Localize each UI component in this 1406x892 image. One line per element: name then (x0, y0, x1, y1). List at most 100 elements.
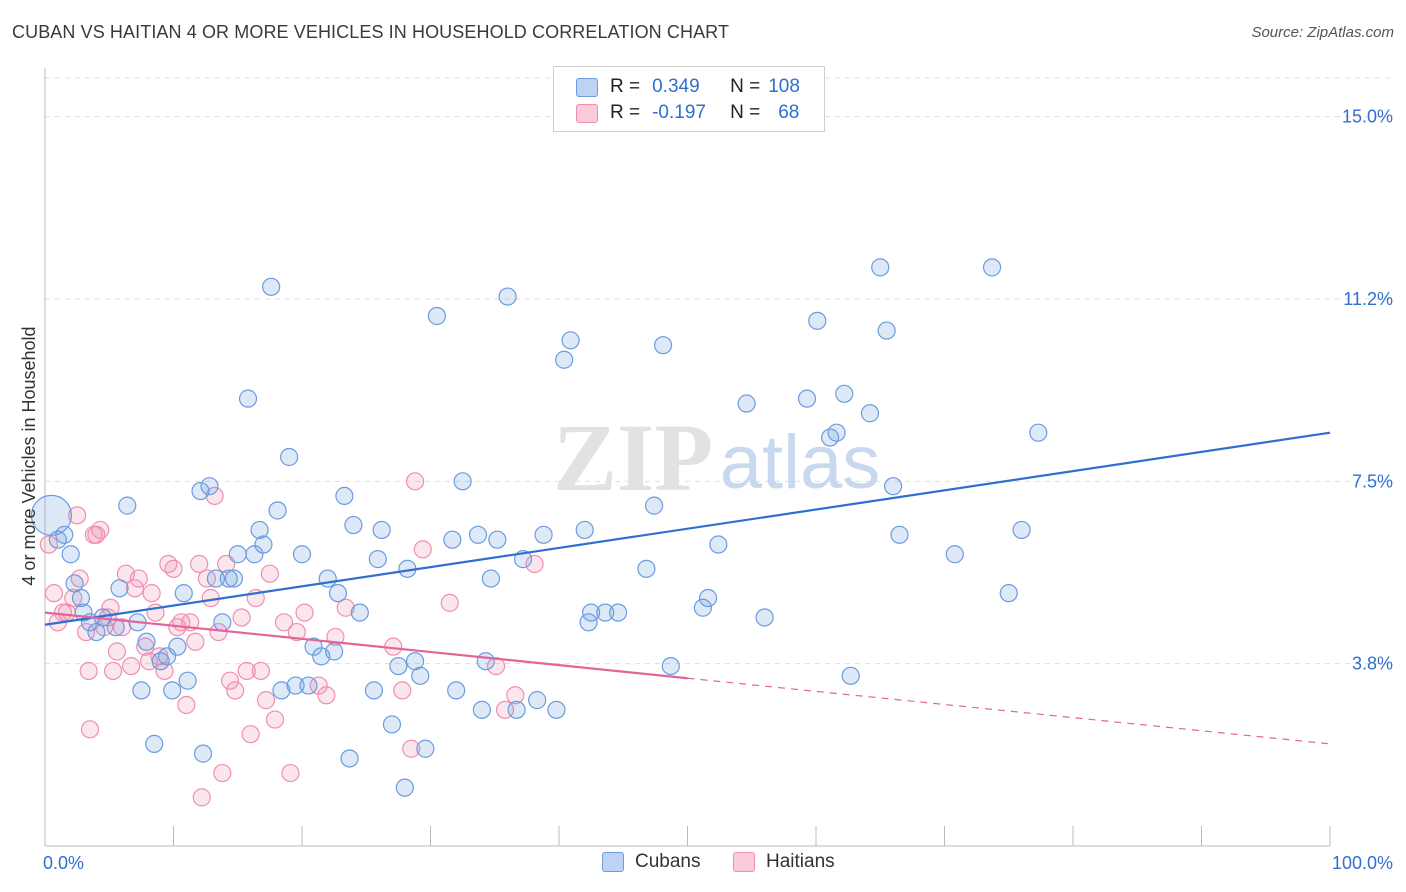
haitian-point (506, 686, 525, 705)
legend-item-haitians[interactable]: Haitians (733, 851, 835, 873)
haitian-point (125, 579, 145, 598)
haitian-point (260, 564, 279, 583)
legend-label-cubans: Cubans (635, 851, 701, 872)
haitian-point (274, 613, 294, 632)
cuban-point (709, 535, 728, 554)
cuban-point (644, 496, 664, 515)
legend-r-label: R = (610, 76, 641, 97)
axes (44, 68, 1331, 847)
cuban-point (468, 525, 488, 544)
cuban-point (498, 287, 517, 306)
cuban-point (364, 681, 384, 700)
legend-r-value: 0.349 (652, 76, 700, 97)
cuban-point (698, 588, 718, 608)
y-tick-label: 3.8% (1352, 654, 1393, 674)
legend-n-value: 108 (768, 76, 800, 97)
haitians-swatch (733, 852, 755, 872)
cuban-point (200, 477, 219, 496)
cuban-point (871, 258, 890, 277)
haitian-point (192, 788, 211, 807)
cuban-point (268, 501, 287, 520)
legend-r-value: -0.197 (652, 102, 706, 123)
chart-title: CUBAN VS HAITIAN 4 OR MORE VEHICLES IN H… (12, 22, 730, 42)
legend-item-cubans[interactable]: Cubans (602, 851, 701, 873)
cuban-point (637, 559, 656, 578)
haitian-point (39, 535, 58, 554)
cuban-point (132, 681, 151, 700)
haitian-point (402, 739, 421, 758)
haitian-point (295, 603, 314, 622)
cuban-point (453, 472, 472, 491)
haitian-point (232, 608, 251, 627)
haitian-point (142, 584, 161, 603)
cuban-point (372, 520, 391, 540)
series-legend: Cubans Haitians (0, 851, 1406, 877)
cuban-point (325, 642, 344, 661)
cuban-point (447, 681, 466, 700)
y-axis-label: 4 or more Vehicles in Household (19, 326, 39, 585)
cuban-point (350, 603, 369, 622)
cubans-trend-line (44, 431, 1331, 626)
tick-labels: 15.0% 11.2% 7.5% 3.8% 0.0% 100.0% (43, 107, 1393, 873)
watermark-atlas: atlas (720, 420, 881, 505)
cuban-point (272, 681, 291, 700)
legend-r-label: R = (610, 102, 641, 123)
haitian-point (393, 681, 412, 700)
cuban-point (797, 389, 817, 408)
haitians-swatch (576, 103, 598, 123)
grid-lines (45, 77, 1395, 665)
cuban-point (340, 749, 359, 768)
cuban-point (304, 637, 323, 656)
cuban-point (137, 632, 156, 651)
cuban-point (395, 778, 414, 797)
cuban-point (488, 530, 507, 549)
haitian-point (525, 554, 544, 574)
cuban-point (145, 734, 164, 753)
source-label: Source: ZipAtlas.com (1251, 24, 1394, 41)
cuban-point (883, 477, 903, 496)
cuban-point (860, 404, 880, 423)
cuban-point (890, 525, 909, 544)
haitian-point (164, 559, 183, 578)
cuban-point (206, 569, 226, 588)
cuban-point (71, 588, 91, 608)
cuban-point (318, 569, 337, 588)
cuban-point (808, 311, 827, 330)
haitian-point (129, 569, 148, 588)
haitian-point (155, 661, 174, 681)
cuban-point (982, 258, 1002, 277)
cuban-point (191, 481, 210, 501)
y-tick-label: 7.5% (1352, 471, 1393, 491)
cuban-point (575, 520, 594, 540)
haitian-point (317, 686, 336, 705)
haitian-point (79, 661, 98, 681)
haitian-point (64, 588, 83, 608)
haitian-point (213, 763, 232, 783)
cuban-point (693, 598, 713, 617)
haitian-point (405, 472, 425, 491)
haitian-point (413, 540, 432, 559)
cuban-point (178, 671, 197, 690)
cuban-point (472, 700, 491, 719)
haitian-point (309, 676, 328, 695)
cuban-point (382, 715, 402, 734)
cuban-point (841, 666, 860, 685)
haitian-point (265, 710, 285, 729)
haitian-point (205, 486, 224, 505)
cuban-point (228, 545, 247, 564)
watermark-zip: ZIP (553, 404, 713, 511)
legend-row-haitians: R = -0.197 N = 68 (576, 100, 799, 126)
correlation-legend: R = 0.349 N = 108 R = -0.197 N = 68 (553, 66, 825, 132)
cubans-points (30, 258, 1048, 797)
cuban-point (286, 676, 305, 695)
cuban-point (254, 535, 273, 554)
cuban-point (547, 700, 566, 719)
haitian-point (190, 554, 209, 574)
cuban-point (213, 613, 232, 632)
cuban-point (262, 277, 281, 296)
cuban-point (299, 676, 318, 695)
cuban-point (476, 652, 495, 671)
x-tick-label: 100.0% (1332, 853, 1393, 873)
cuban-point (389, 656, 408, 676)
